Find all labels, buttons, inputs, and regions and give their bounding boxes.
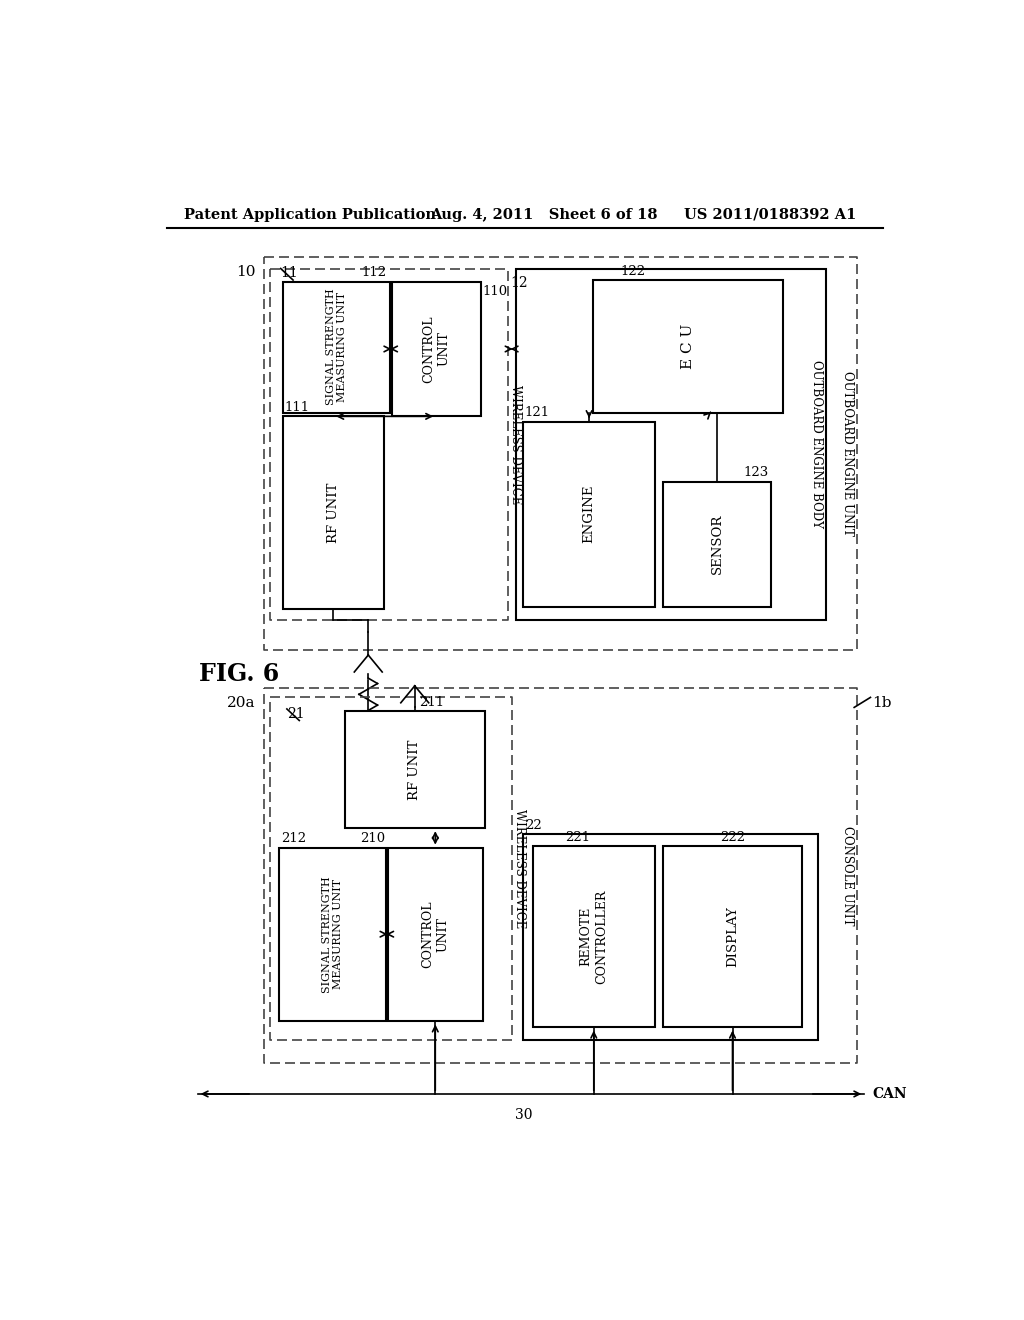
Text: 110: 110 [482,285,507,298]
Text: 22: 22 [524,820,542,832]
Text: RF UNIT: RF UNIT [327,482,340,543]
Text: 30: 30 [514,1107,532,1122]
Text: CAN: CAN [872,1086,906,1101]
Text: SENSOR: SENSOR [711,513,724,574]
Bar [593,280,783,412]
Text: 121: 121 [524,407,550,420]
Text: 123: 123 [743,466,769,479]
Text: 111: 111 [285,401,309,414]
Text: DISPLAY: DISPLAY [726,906,739,968]
Bar [663,846,802,1027]
Text: 11: 11 [281,267,298,280]
Text: E C U: E C U [681,323,695,370]
Text: CONTROL
UNIT: CONTROL UNIT [422,315,451,383]
Text: SIGNAL STRENGTH
MEASURING UNIT: SIGNAL STRENGTH MEASURING UNIT [326,289,347,405]
Text: Patent Application Publication: Patent Application Publication [183,207,436,222]
Bar [663,482,771,607]
Text: 221: 221 [565,830,590,843]
Bar [283,416,384,609]
Bar [283,281,390,412]
Text: OUTBOARD ENGINE BODY: OUTBOARD ENGINE BODY [810,360,822,528]
Bar [391,281,480,416]
Text: 212: 212 [281,832,306,845]
Text: RF UNIT: RF UNIT [409,739,421,800]
Text: 210: 210 [360,832,385,845]
Text: 211: 211 [419,696,443,709]
Bar [388,847,483,1020]
Text: WIRELESS DEVICE: WIRELESS DEVICE [513,809,526,928]
Text: FIG. 6: FIG. 6 [200,663,280,686]
Text: 122: 122 [621,265,645,277]
Text: ENGINE: ENGINE [583,484,596,544]
Text: US 2011/0188392 A1: US 2011/0188392 A1 [684,207,857,222]
Bar [515,268,825,620]
Text: REMOTE
CONTROLLER: REMOTE CONTROLLER [580,890,608,983]
Text: CONSOLE UNIT: CONSOLE UNIT [841,826,854,925]
Text: 10: 10 [237,264,256,279]
Text: 1b: 1b [872,696,892,710]
Text: WIRELESS DEVICE: WIRELESS DEVICE [509,384,522,504]
Text: 12: 12 [510,276,527,290]
Text: 222: 222 [720,830,745,843]
Text: SIGNAL STRENGTH
MEASURING UNIT: SIGNAL STRENGTH MEASURING UNIT [322,875,343,993]
Text: 112: 112 [360,267,386,280]
Text: 21: 21 [287,706,304,721]
Text: OUTBOARD ENGINE UNIT: OUTBOARD ENGINE UNIT [841,371,854,536]
Bar [523,834,818,1040]
Bar [532,846,655,1027]
Text: 20a: 20a [227,696,256,710]
Text: CONTROL
UNIT: CONTROL UNIT [421,900,450,968]
Text: Aug. 4, 2011   Sheet 6 of 18: Aug. 4, 2011 Sheet 6 of 18 [430,207,657,222]
Bar [345,711,484,829]
Bar [523,422,655,607]
Bar [280,847,386,1020]
